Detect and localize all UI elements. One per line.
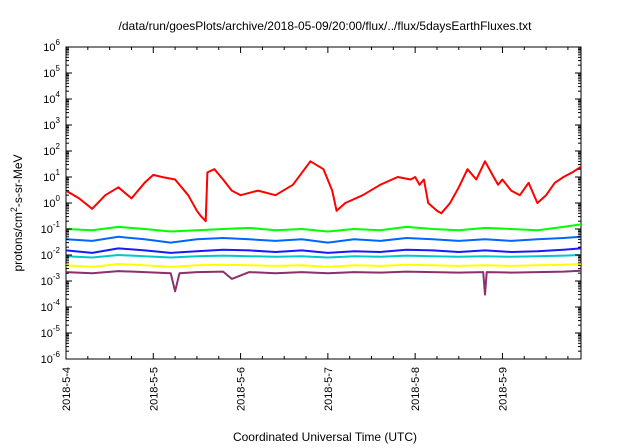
x-tick-label: 2018-5-7: [323, 367, 335, 411]
series-line-3: [65, 235, 582, 244]
y-tick-label: 10-1: [41, 220, 61, 236]
y-tick-label: 10-5: [41, 324, 61, 340]
y-tick-label: 10-2: [41, 246, 61, 262]
plot-area: [65, 46, 582, 360]
series-line-1: [65, 160, 582, 223]
series-layer: [65, 160, 582, 296]
x-tick-label: 2018-5-6: [236, 367, 248, 411]
y-axis-label-sup: 2: [9, 207, 19, 212]
plot-frame: [65, 46, 582, 360]
y-tick-label: 10-6: [41, 350, 61, 366]
y-tick-label: 104: [43, 90, 60, 106]
series-line-5: [65, 254, 582, 259]
x-axis-label: Coordinated Universal Time (UTC): [233, 430, 417, 444]
series-line-2: [65, 223, 582, 233]
y-tick-label: 10-4: [41, 298, 61, 314]
series-line-6: [65, 263, 582, 268]
y-tick-label: 100: [43, 194, 60, 210]
y-tick-label: 10-3: [41, 272, 61, 288]
y-axis-ticks: 106 105 104 103 102 101 100 10-1 10-2 10-3 10-4 10-…: [41, 38, 581, 366]
x-tick-label: 2018-5-4: [61, 367, 73, 411]
chart-title: /data/run/goesPlots/archive/2018-05-09/2…: [119, 19, 533, 33]
y-axis-label-prefix: protons/cm: [11, 212, 25, 271]
y-axis-label-suffix: -s-sr-MeV: [11, 154, 25, 207]
x-tick-label: 2018-5-5: [148, 367, 160, 411]
y-tick-label: 105: [43, 64, 60, 80]
y-tick-label: 101: [43, 168, 60, 184]
x-tick-label: 2018-5-9: [497, 367, 509, 411]
x-axis-ticks: 2018-5-4 2018-5-5 2018-5-6 2018-5-7 2018-5-8…: [61, 47, 569, 411]
series-line-7: [65, 269, 582, 296]
y-tick-label: 102: [43, 142, 60, 158]
y-tick-label: 106: [43, 38, 60, 54]
series-line-4: [65, 247, 582, 254]
x-tick-label: 2018-5-8: [410, 367, 422, 411]
y-axis-label: protons/cm2-s-sr-MeV: [9, 154, 25, 271]
y-tick-label: 103: [43, 116, 60, 132]
